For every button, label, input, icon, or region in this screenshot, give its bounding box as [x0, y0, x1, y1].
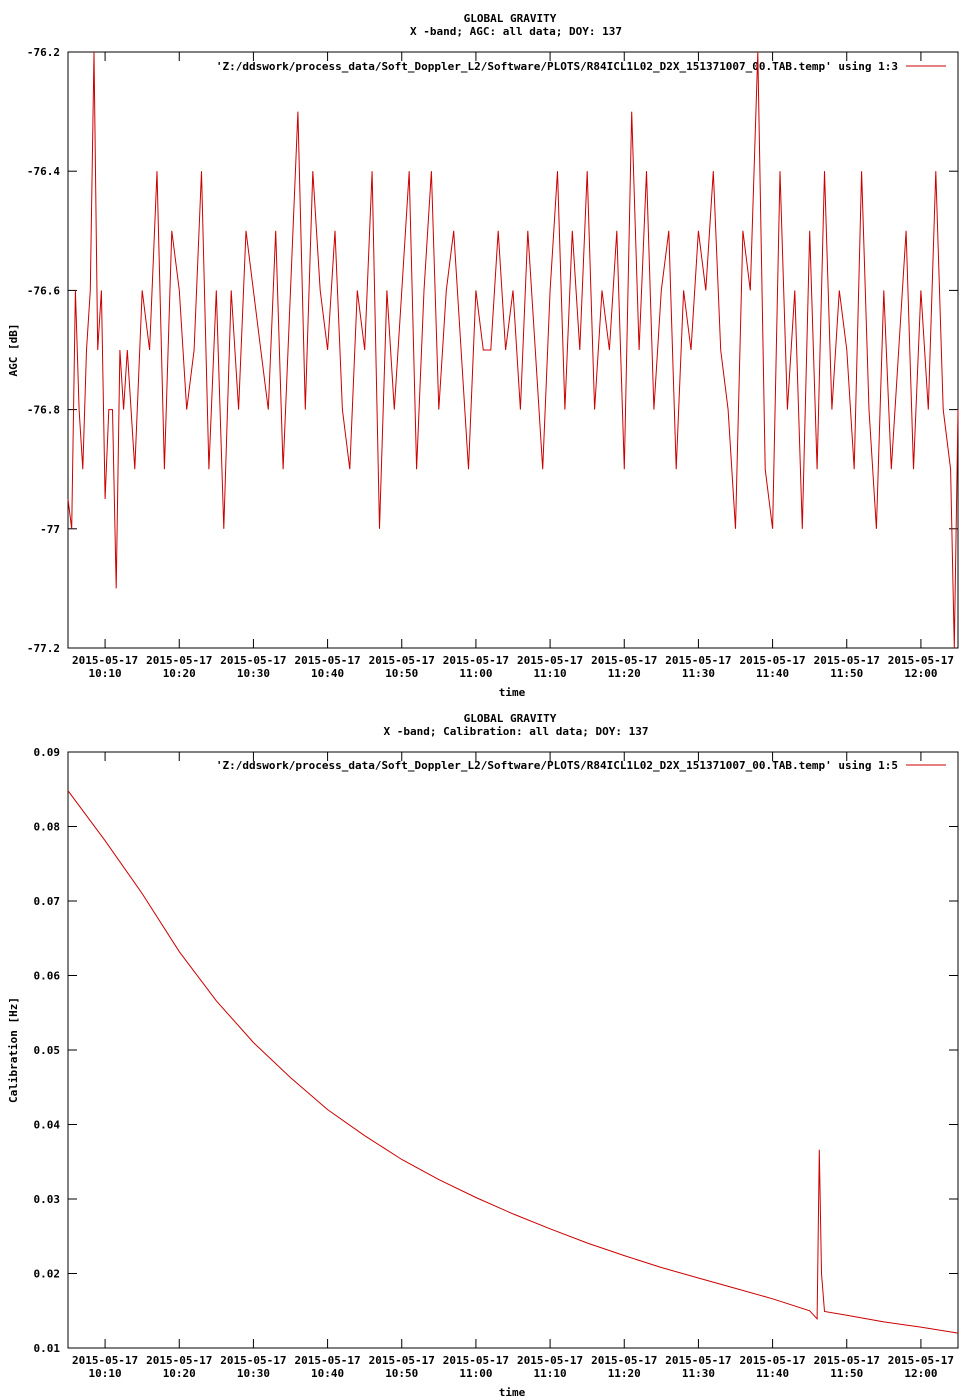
x-tick-label-date: 2015-05-17 — [665, 654, 731, 667]
y-tick-label: -76.8 — [27, 404, 60, 417]
x-tick-label-date: 2015-05-17 — [294, 654, 360, 667]
y-tick-label: 0.03 — [34, 1193, 61, 1206]
x-tick-label-date: 2015-05-17 — [72, 1354, 138, 1367]
x-tick-label-date: 2015-05-17 — [146, 654, 212, 667]
x-tick-label-date: 2015-05-17 — [591, 1354, 657, 1367]
y-tick-label: 0.02 — [34, 1268, 61, 1281]
x-tick-label-time: 10:20 — [163, 667, 196, 680]
x-tick-label-date: 2015-05-17 — [665, 1354, 731, 1367]
x-tick-label-time: 11:30 — [682, 1367, 715, 1380]
x-tick-label-time: 12:00 — [904, 1367, 937, 1380]
x-tick-label-date: 2015-05-17 — [72, 654, 138, 667]
x-tick-label-date: 2015-05-17 — [220, 654, 286, 667]
x-tick-label-time: 10:50 — [385, 667, 418, 680]
chart-title: GLOBAL GRAVITY — [464, 12, 557, 25]
x-axis-label: time — [499, 686, 526, 699]
y-tick-label: -77 — [40, 523, 60, 536]
x-tick-label-time: 10:50 — [385, 1367, 418, 1380]
x-tick-label-time: 10:30 — [237, 1367, 270, 1380]
x-tick-label-date: 2015-05-17 — [739, 654, 805, 667]
x-axis-label: time — [499, 1386, 526, 1399]
x-tick-label-date: 2015-05-17 — [814, 1354, 880, 1367]
plot-frame — [67, 51, 959, 649]
y-tick-label: -76.2 — [27, 46, 60, 59]
chart-title: GLOBAL GRAVITY — [464, 712, 557, 725]
x-tick-label-date: 2015-05-17 — [517, 654, 583, 667]
x-tick-label-time: 10:40 — [311, 1367, 344, 1380]
legend-label: 'Z:/ddswork/process_data/Soft_Doppler_L2… — [216, 759, 898, 772]
y-tick-label: -76.4 — [27, 165, 60, 178]
chart-subtitle: X -band; AGC: all data; DOY: 137 — [410, 25, 622, 38]
x-tick-label-date: 2015-05-17 — [888, 1354, 954, 1367]
x-tick-label-date: 2015-05-17 — [294, 1354, 360, 1367]
x-tick-label-time: 10:40 — [311, 667, 344, 680]
x-tick-label-time: 10:20 — [163, 1367, 196, 1380]
x-tick-label-time: 11:20 — [608, 1367, 641, 1380]
y-tick-label: 0.01 — [34, 1342, 61, 1355]
x-tick-label-date: 2015-05-17 — [369, 1354, 435, 1367]
y-tick-label: 0.09 — [34, 746, 61, 759]
y-tick-label: -76.6 — [27, 284, 60, 297]
y-tick-label: -77.2 — [27, 642, 60, 655]
y-axis-label: Calibration [Hz] — [7, 997, 20, 1103]
x-tick-label-time: 10:10 — [89, 667, 122, 680]
x-tick-label-time: 11:40 — [756, 667, 789, 680]
y-tick-label: 0.08 — [34, 821, 61, 834]
series-line — [67, 790, 959, 1334]
series-line — [67, 51, 959, 649]
x-tick-label-date: 2015-05-17 — [517, 1354, 583, 1367]
x-tick-label-time: 11:00 — [459, 1367, 492, 1380]
x-tick-label-time: 10:10 — [89, 1367, 122, 1380]
chart-subtitle: X -band; Calibration: all data; DOY: 137 — [384, 725, 649, 738]
y-tick-label: 0.06 — [34, 970, 61, 983]
x-tick-label-time: 11:50 — [830, 667, 863, 680]
x-tick-label-date: 2015-05-17 — [888, 654, 954, 667]
x-tick-label-date: 2015-05-17 — [369, 654, 435, 667]
y-tick-label: 0.07 — [34, 895, 61, 908]
agc-chart: GLOBAL GRAVITY X -band; AGC: all data; D… — [7, 12, 959, 699]
x-tick-label-time: 11:40 — [756, 1367, 789, 1380]
legend-label: 'Z:/ddswork/process_data/Soft_Doppler_L2… — [216, 60, 898, 73]
x-tick-label-date: 2015-05-17 — [220, 1354, 286, 1367]
x-tick-label-date: 2015-05-17 — [814, 654, 880, 667]
x-tick-label-time: 11:30 — [682, 667, 715, 680]
x-tick-label-date: 2015-05-17 — [443, 1354, 509, 1367]
y-tick-label: 0.04 — [34, 1119, 61, 1132]
y-tick-label: 0.05 — [34, 1044, 61, 1057]
x-tick-label-time: 11:10 — [534, 667, 567, 680]
x-tick-label-time: 11:50 — [830, 1367, 863, 1380]
x-tick-label-date: 2015-05-17 — [443, 654, 509, 667]
x-tick-label-time: 12:00 — [904, 667, 937, 680]
plot-frame — [67, 751, 959, 1349]
x-tick-label-date: 2015-05-17 — [146, 1354, 212, 1367]
x-tick-label-time: 11:20 — [608, 667, 641, 680]
x-tick-label-time: 10:30 — [237, 667, 270, 680]
x-tick-label-date: 2015-05-17 — [739, 1354, 805, 1367]
x-tick-label-time: 11:00 — [459, 667, 492, 680]
x-tick-label-time: 11:10 — [534, 1367, 567, 1380]
x-tick-label-date: 2015-05-17 — [591, 654, 657, 667]
calibration-chart: GLOBAL GRAVITY X -band; Calibration: all… — [7, 712, 959, 1399]
y-axis-label: AGC [dB] — [7, 324, 20, 377]
